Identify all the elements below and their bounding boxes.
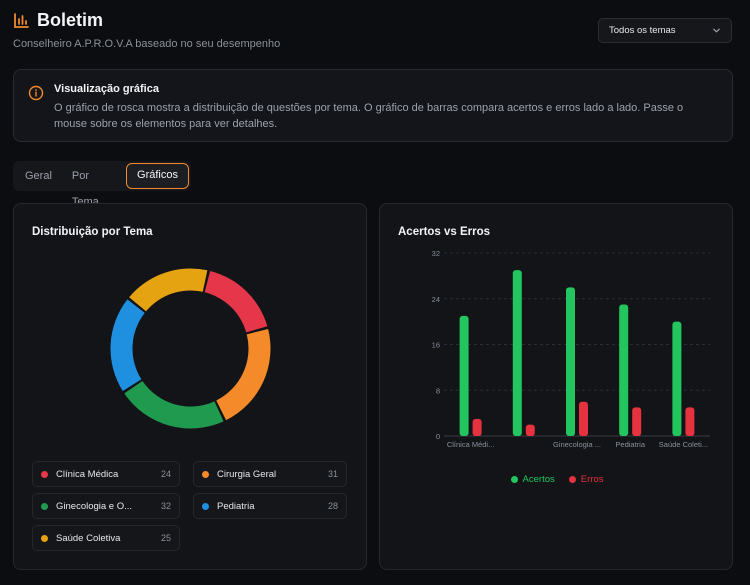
x-tick-label: Ginecologia ...: [553, 440, 601, 449]
y-tick-label: 16: [432, 341, 440, 350]
header: Boletim Conselheiro A.P.R.O.V.A baseado …: [13, 10, 280, 50]
tab-geral[interactable]: Geral: [25, 170, 52, 182]
legend-item[interactable]: Cirurgia Geral 31: [193, 461, 347, 487]
donut-legend: Clínica Médica 24 Cirurgia Geral 31 Ginecolo…: [32, 461, 350, 551]
bar-acertos[interactable]: [512, 270, 522, 436]
donut-slice[interactable]: [204, 270, 268, 333]
tab-graficos[interactable]: Gráficos: [126, 163, 189, 189]
bar-legend: Acertos Erros: [380, 474, 734, 485]
y-tick-label: 24: [432, 295, 440, 304]
bar-acertos[interactable]: [672, 321, 682, 436]
legend-count: 25: [160, 533, 171, 543]
donut-card: Distribuição por Tema Clínica Médica 24 Ci…: [13, 203, 367, 570]
info-box: Visualização gráfica O gráfico de rosca …: [13, 69, 733, 142]
legend-item[interactable]: Clínica Médica 24: [32, 461, 180, 487]
chevron-down-icon: [713, 28, 720, 33]
donut-slice[interactable]: [216, 329, 271, 421]
bar-legend-item[interactable]: Erros: [568, 474, 604, 485]
bar-chart-icon: [14, 12, 29, 28]
bar-legend-dot: [568, 476, 576, 483]
bar-erros[interactable]: [579, 401, 588, 436]
bar-legend-dot: [510, 476, 518, 483]
info-text: O gráfico de rosca mostra a distribuição…: [54, 102, 684, 130]
donut-chart: [110, 268, 271, 429]
donut-slice[interactable]: [110, 299, 145, 392]
legend-label: Pediatria: [217, 500, 255, 512]
legend-label: Clínica Médica: [56, 468, 119, 480]
page-title: Boletim: [37, 10, 104, 30]
legend-dot: [41, 470, 48, 478]
bar-legend-label: Erros: [580, 474, 604, 485]
legend-dot: [202, 470, 209, 478]
legend-count: 31: [327, 469, 338, 479]
x-tick-label: Pediatria: [615, 440, 645, 449]
legend-item[interactable]: Saúde Coletiva 25: [32, 525, 180, 551]
theme-select-value: Todos os temas: [609, 25, 676, 36]
bar-erros[interactable]: [632, 407, 642, 436]
y-tick-label: 8: [436, 386, 440, 395]
bar-chart: 32 24 16 8 0 Clínica Médi... Ginecologia ... Pe…: [432, 249, 710, 449]
theme-select[interactable]: Todos os temas: [598, 18, 732, 43]
bar-erros[interactable]: [525, 424, 535, 436]
bar-legend-label: Acertos: [522, 474, 555, 485]
info-title: Visualização gráfica: [54, 83, 159, 95]
bar-card: Acertos vs Erros 32 24 16 8 0 Clínica Médi...…: [379, 203, 733, 570]
bar-erros[interactable]: [472, 418, 482, 436]
legend-count: 24: [160, 469, 171, 479]
legend-label: Cirurgia Geral: [217, 468, 277, 480]
x-tick-label: Clínica Médi...: [447, 440, 495, 449]
info-icon: [28, 85, 44, 101]
legend-count: 28: [327, 501, 338, 511]
tab-por-tema[interactable]: Por Tema: [71, 170, 99, 208]
tab-bar: Geral Por Tema Gráficos: [13, 161, 191, 208]
x-tick-label: Saúde Coleti...: [659, 440, 708, 449]
legend-dot: [202, 502, 209, 510]
page-subtitle: Conselheiro A.P.R.O.V.A baseado no seu d…: [13, 38, 281, 50]
legend-dot: [41, 502, 48, 510]
bar-acertos[interactable]: [619, 304, 629, 436]
bar-erros[interactable]: [685, 407, 695, 436]
donut-slice[interactable]: [129, 268, 208, 312]
legend-label: Ginecologia e O...: [56, 500, 133, 512]
legend-count: 32: [160, 501, 171, 511]
legend-dot: [41, 534, 48, 542]
bar-acertos[interactable]: [459, 315, 469, 436]
legend-item[interactable]: Ginecologia e O... 32: [32, 493, 180, 519]
y-tick-label: 32: [432, 249, 440, 258]
bar-legend-item[interactable]: Acertos: [510, 474, 555, 485]
donut-card-title: Distribuição por Tema: [32, 226, 153, 238]
bar-acertos[interactable]: [566, 287, 575, 436]
legend-label: Saúde Coletiva: [56, 532, 121, 544]
donut-slice[interactable]: [124, 381, 224, 429]
y-tick-label: 0: [436, 432, 440, 441]
legend-item[interactable]: Pediatria 28: [193, 493, 347, 519]
bar-card-title: Acertos vs Erros: [398, 226, 491, 238]
